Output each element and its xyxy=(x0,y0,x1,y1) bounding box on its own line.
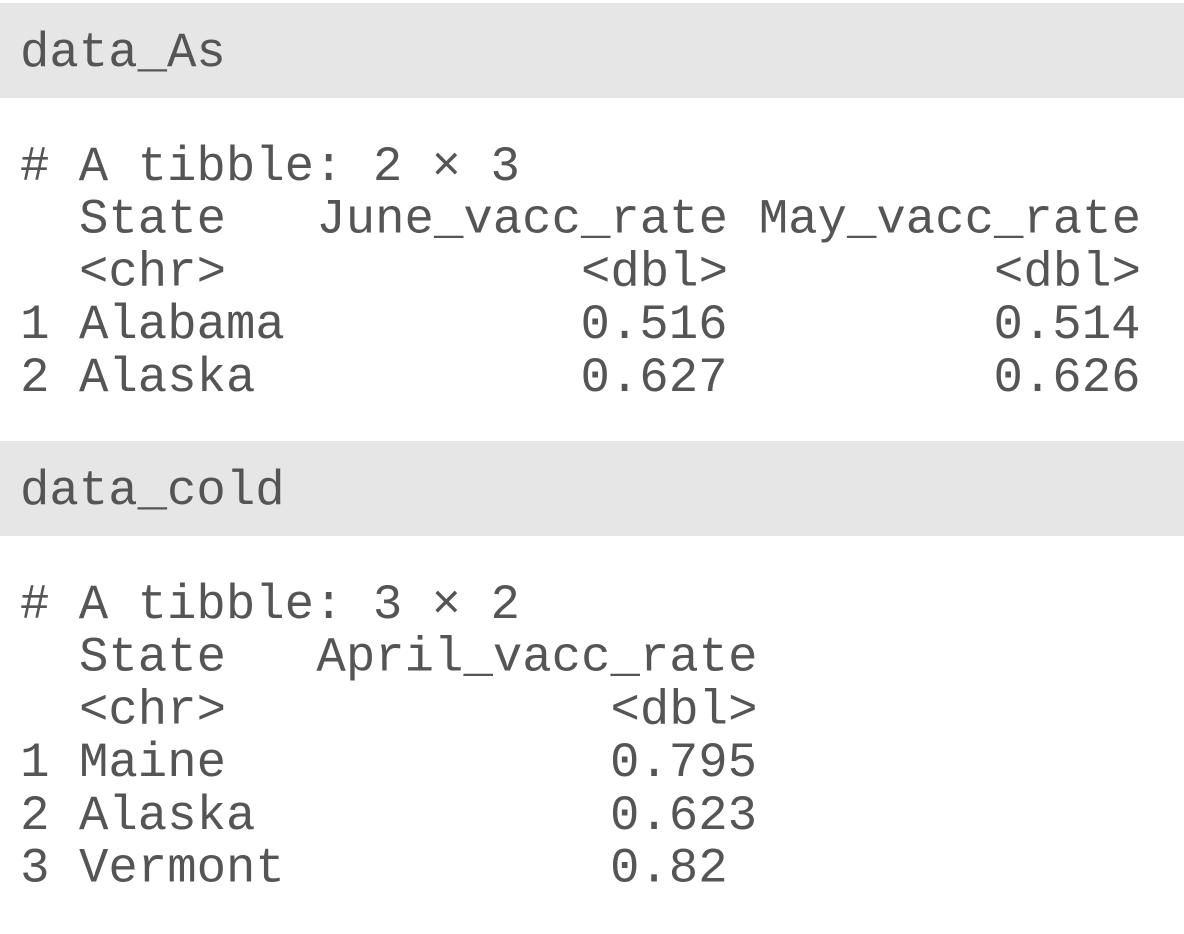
cell-text: Alabama xyxy=(79,297,285,353)
block-name: data_cold xyxy=(20,463,285,519)
tibble-caption: # A tibble: 3 × 2 xyxy=(20,577,520,633)
cell-text: Vermont xyxy=(79,841,285,897)
cell-text: Maine xyxy=(79,735,226,791)
column-name: June_vacc_rate xyxy=(316,192,728,248)
column-type: <chr> xyxy=(79,682,226,738)
row-index: 1 xyxy=(20,297,49,353)
cell-number: 0.623 xyxy=(610,788,757,844)
row-index: 2 xyxy=(20,350,49,406)
row-index: 1 xyxy=(20,735,49,791)
cell-number: 0.516 xyxy=(581,297,728,353)
cell-text: Alaska xyxy=(79,350,255,406)
column-type: <chr> xyxy=(79,244,226,300)
column-name: State xyxy=(79,192,226,248)
column-type: <dbl> xyxy=(581,244,728,300)
cell-number: 0.627 xyxy=(581,350,728,406)
cell-text: Alaska xyxy=(79,788,255,844)
column-type: <dbl> xyxy=(994,244,1141,300)
tibble-caption: # A tibble: 2 × 3 xyxy=(20,139,520,195)
column-name: State xyxy=(79,630,226,686)
block-header xyxy=(0,3,1184,98)
cell-number: 0.795 xyxy=(610,735,757,791)
column-type: <dbl> xyxy=(610,682,757,738)
column-name: May_vacc_rate xyxy=(759,192,1141,248)
cell-number: 0.626 xyxy=(994,350,1141,406)
cell-number: 0.82 xyxy=(610,841,728,897)
row-index: 3 xyxy=(20,841,49,897)
block-header xyxy=(0,441,1184,536)
cell-number: 0.514 xyxy=(994,297,1141,353)
row-index: 2 xyxy=(20,788,49,844)
column-name: April_vacc_rate xyxy=(316,630,757,686)
block-name: data_As xyxy=(20,25,226,81)
